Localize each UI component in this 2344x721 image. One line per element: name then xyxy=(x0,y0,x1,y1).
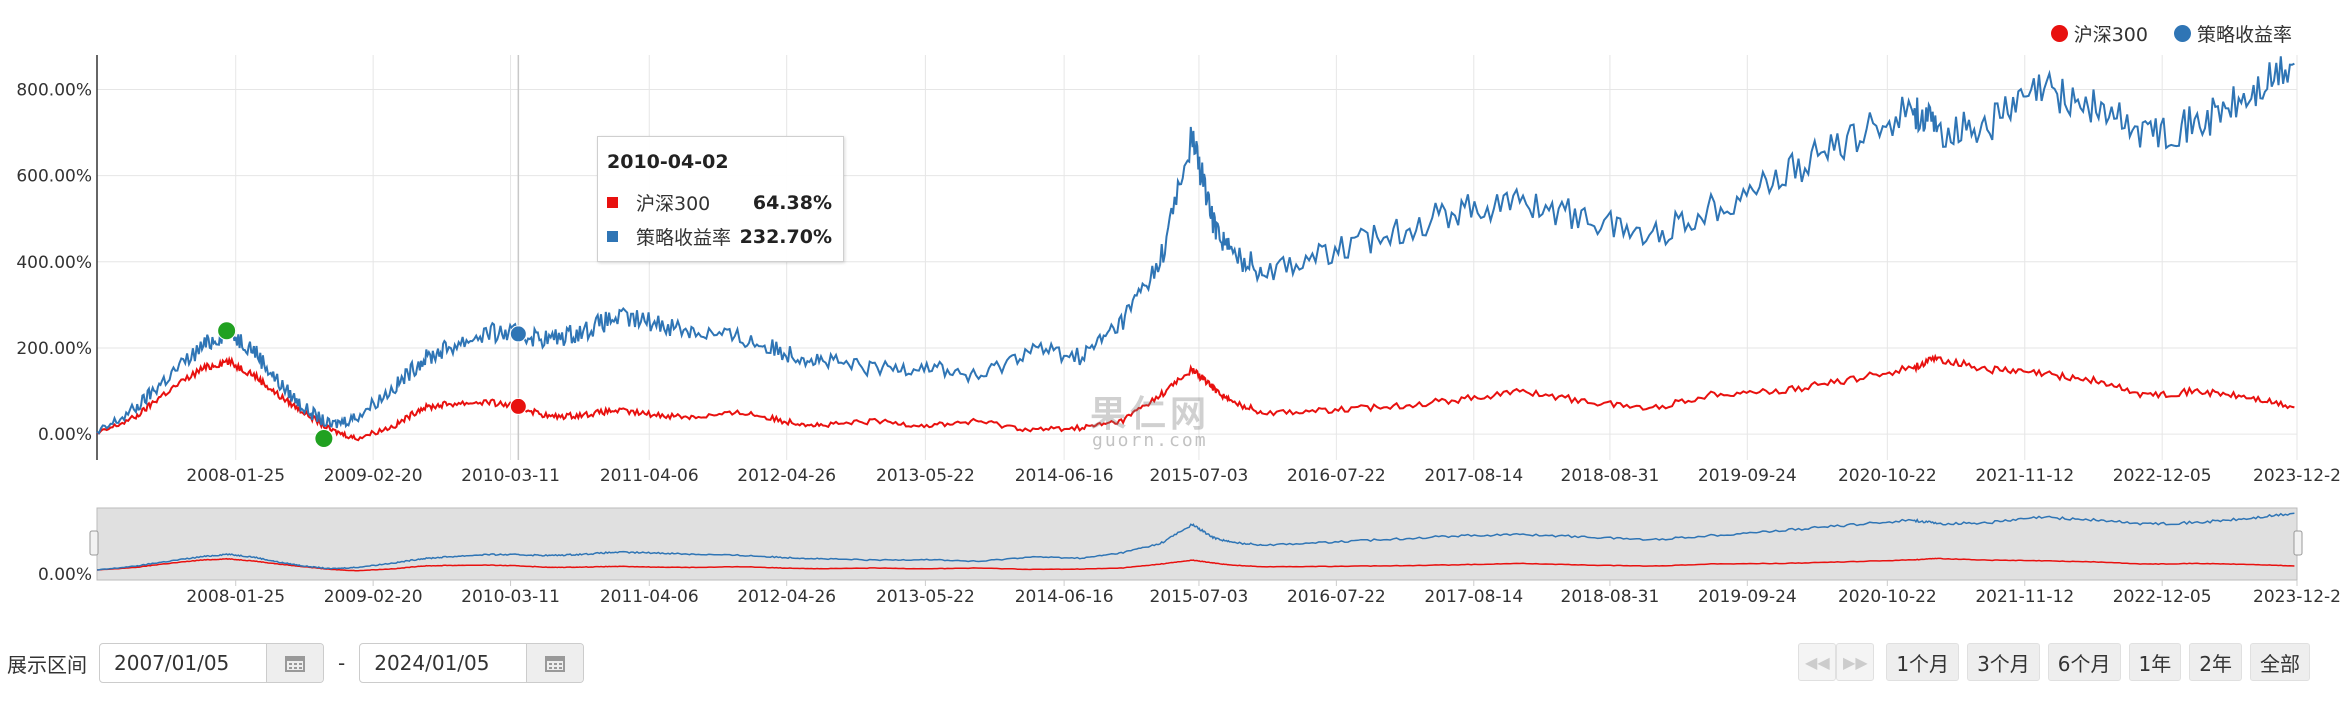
chart-marker xyxy=(217,321,237,341)
x-axis-ticks: 2008-01-25 2009-02-20 2010-03-11 2011-04-06… xyxy=(186,466,2341,486)
navigator-x-tick-label: 2014-06-16 xyxy=(1015,587,1114,607)
end-date-field[interactable]: 2024/01/05 xyxy=(359,643,585,683)
period-button-all[interactable]: 全部 xyxy=(2250,643,2310,681)
navigator-x-ticks: 2008-01-25 2009-02-20 2010-03-11 2011-04-06… xyxy=(186,580,2341,607)
navigator-x-tick-label: 2013-05-22 xyxy=(876,587,975,607)
navigator-x-tick-label: 2019-09-24 xyxy=(1698,587,1797,607)
x-tick-label: 2010-03-11 xyxy=(461,466,560,486)
navigator-line-hs300 xyxy=(96,557,2295,572)
legend-dot-strategy xyxy=(2173,25,2191,42)
navigator-x-tick-label: 2022-12-05 xyxy=(2113,587,2212,607)
navigator-x-tick-label: 2015-07-03 xyxy=(1150,587,1249,607)
y-tick-label: 400.00% xyxy=(16,253,92,273)
date-range-selector: 展示区间 2007/01/05 - 2024/01/05 xyxy=(7,643,585,683)
tooltip-value-hs300: 64.38% xyxy=(752,191,832,214)
period-button-1m[interactable]: 1个月 xyxy=(1886,643,1960,681)
pager-nav: ◀◀ ▶▶ xyxy=(1798,643,1875,681)
navigator-x-tick-label: 2017-08-14 xyxy=(1424,587,1523,607)
x-tick-label: 2021-11-12 xyxy=(1975,466,2074,486)
tooltip-swatch-strategy xyxy=(607,231,618,242)
chart-tooltip: 2010-04-02 沪深300 64.38% 策略收益率 232.70% xyxy=(597,136,844,262)
x-tick-label: 2023-12-2 xyxy=(2253,466,2341,486)
navigator-x-tick-label: 2010-03-11 xyxy=(461,587,560,607)
x-tick-label: 2012-04-26 xyxy=(737,466,836,486)
navigator-x-tick-label: 2020-10-22 xyxy=(1838,587,1937,607)
legend-item-strategy[interactable]: 策略收益率 xyxy=(2173,20,2292,47)
x-tick-label: 2022-12-05 xyxy=(2113,466,2212,486)
y-tick-label: 800.00% xyxy=(16,80,92,100)
navigator-x-tick-label: 2021-11-12 xyxy=(1975,587,2074,607)
x-tick-label: 2016-07-22 xyxy=(1287,466,1386,486)
x-tick-label: 2014-06-16 xyxy=(1015,466,1114,486)
series-lines xyxy=(96,56,2295,442)
legend-label-strategy: 策略收益率 xyxy=(2196,24,2292,46)
x-tick-label: 2013-05-22 xyxy=(876,466,975,486)
tooltip-value-strategy: 232.70% xyxy=(739,225,832,248)
navigator-y-tick-label: 0.00% xyxy=(38,565,92,585)
fast-forward-icon[interactable]: ▶▶ xyxy=(1836,643,1875,681)
navigator-left-handle xyxy=(89,530,99,556)
navigator-line-strategy xyxy=(97,512,2295,571)
range-separator: - xyxy=(338,651,346,675)
calendar-icon[interactable] xyxy=(526,644,584,682)
period-buttons: ◀◀ ▶▶ 1个月 3个月 6个月 1年 2年 全部 xyxy=(1798,643,2310,681)
chart-marker xyxy=(314,428,334,448)
tooltip-label-strategy: 策略收益率 xyxy=(636,227,732,249)
y-tick-label: 600.00% xyxy=(16,167,92,187)
navigator-window xyxy=(96,507,2298,581)
tooltip-row-strategy: 策略收益率 232.70% xyxy=(607,223,832,250)
y-tick-label: 200.00% xyxy=(16,339,92,359)
navigator-x-tick-label: 2012-04-26 xyxy=(737,587,836,607)
tooltip-row-hs300: 沪深300 64.38% xyxy=(607,189,832,216)
navigator-right-handle xyxy=(2293,530,2303,556)
navigator-x-tick-label: 2009-02-20 xyxy=(324,587,423,607)
x-tick-label: 2018-08-31 xyxy=(1561,466,1660,486)
chart-markers xyxy=(217,321,527,448)
watermark-url: guorn.com xyxy=(1092,430,1208,451)
chart-marker xyxy=(509,325,527,343)
legend-dot-hs300 xyxy=(2050,25,2068,42)
x-tick-label: 2015-07-03 xyxy=(1150,466,1249,486)
x-tick-label: 2020-10-22 xyxy=(1838,466,1937,486)
navigator-x-tick-label: 2016-07-22 xyxy=(1287,587,1386,607)
period-button-3m[interactable]: 3个月 xyxy=(1967,643,2040,681)
start-date-field[interactable]: 2007/01/05 xyxy=(99,643,324,683)
y-axis-ticks: 0.00% 200.00% 400.00% 600.00% 800.00% xyxy=(16,80,92,445)
y-tick-label: 0.00% xyxy=(38,425,92,445)
period-button-1y[interactable]: 1年 xyxy=(2128,643,2182,681)
calendar-icon[interactable] xyxy=(266,644,323,682)
navigator: 0.00% xyxy=(38,507,2303,585)
series-line-strategy xyxy=(96,56,2295,435)
navigator-x-tick-label: 2011-04-06 xyxy=(600,587,699,607)
legend-label-hs300: 沪深300 xyxy=(2073,24,2148,46)
navigator-x-tick-label: 2018-08-31 xyxy=(1561,587,1660,607)
series-line-hs300 xyxy=(96,353,2295,442)
x-tick-label: 2011-04-06 xyxy=(600,466,699,486)
period-button-6m[interactable]: 6个月 xyxy=(2047,643,2121,681)
start-date-value[interactable]: 2007/01/05 xyxy=(114,651,230,675)
chart-marker xyxy=(509,397,527,415)
x-tick-label: 2017-08-14 xyxy=(1424,466,1523,486)
chart-legend: 沪深300 策略收益率 xyxy=(2050,20,2292,47)
navigator-x-tick-label: 2008-01-25 xyxy=(186,587,285,607)
legend-item-hs300[interactable]: 沪深300 xyxy=(2050,20,2148,47)
x-tick-label: 2019-09-24 xyxy=(1698,466,1797,486)
tooltip-swatch-hs300 xyxy=(607,197,618,208)
watermark-logo: 果仁网 xyxy=(1090,394,1211,435)
navigator-x-tick-label: 2023-12-2 xyxy=(2253,587,2341,607)
x-tick-label: 2008-01-25 xyxy=(186,466,285,486)
x-tick-label: 2009-02-20 xyxy=(324,466,423,486)
tooltip-date: 2010-04-02 xyxy=(607,151,729,173)
range-label: 展示区间 xyxy=(7,652,87,677)
rewind-icon[interactable]: ◀◀ xyxy=(1798,643,1837,681)
chart-grid xyxy=(96,55,2298,460)
period-button-2y[interactable]: 2年 xyxy=(2189,643,2242,681)
end-date-value[interactable]: 2024/01/05 xyxy=(374,651,490,675)
tooltip-label-hs300: 沪深300 xyxy=(636,193,711,215)
